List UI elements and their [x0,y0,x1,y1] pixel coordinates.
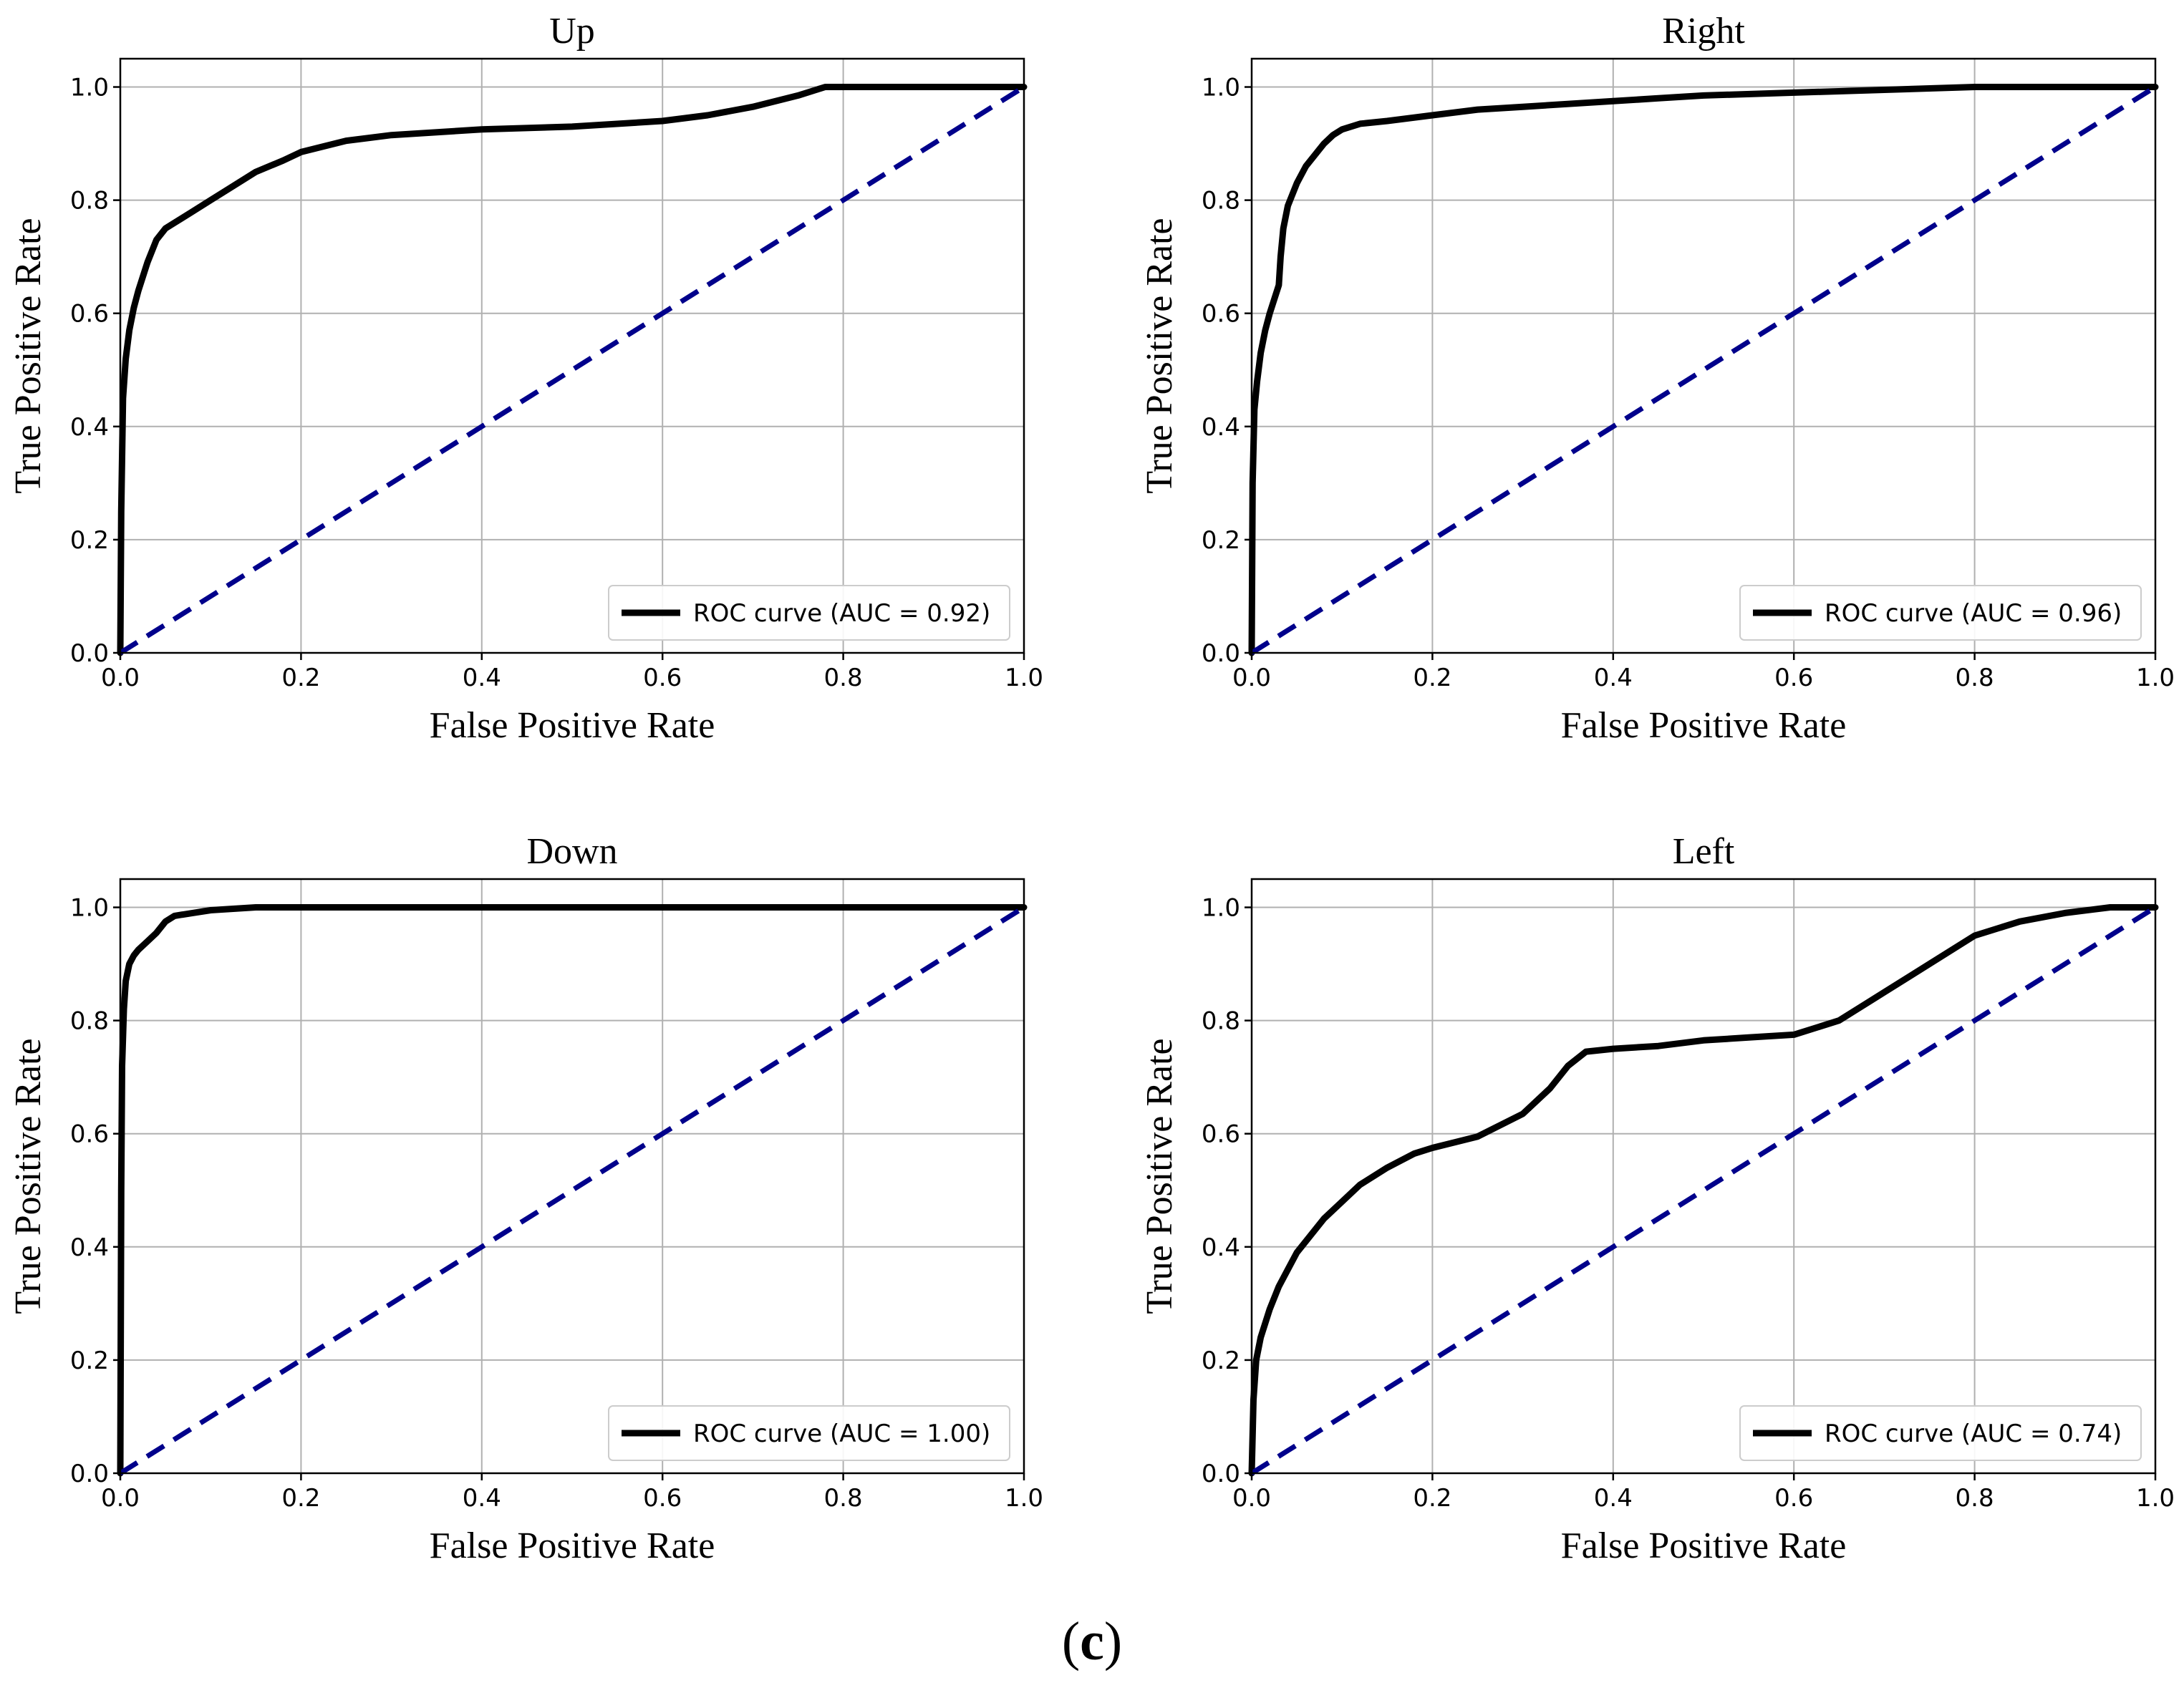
y-tick-label: 0.4 [1202,1233,1240,1262]
chart-title: Right [1662,11,1745,52]
roc-curve-line [117,84,1028,656]
y-tick-label: 0.0 [1202,1460,1240,1488]
chart-title: Left [1673,831,1735,872]
y-tick-label: 0.8 [1202,187,1240,215]
legend: ROC curve (AUC = 1.00) [608,1405,1010,1461]
chance-line [119,84,1025,655]
x-tick-label: 1.0 [1005,664,1043,692]
x-tick-label: 0.2 [1413,1484,1451,1513]
chart-panel-right: 0.0 0.2 0.4 0.6 0.8 1.0 0.0 0.2 0.4 0.6 0.8 1.0 Righ… [1139,11,2175,746]
chance-line [1250,84,2157,655]
axes-frame [119,57,1025,654]
caption-close-paren: ) [1103,1611,1123,1672]
chance-line [119,905,1025,1475]
roc-curve-line [1248,84,2159,656]
axes-frame [1250,878,2157,1475]
x-tick-label: 0.8 [824,664,863,692]
y-tick-label: 1.0 [1202,74,1240,102]
x-axis-label: False Positive Rate [430,1525,715,1566]
x-tick-label: 0.0 [1232,664,1271,692]
chart-panel-down: 0.0 0.2 0.4 0.6 0.8 1.0 0.0 0.2 0.4 0.6 0.8 1.0 Down… [8,831,1043,1566]
x-tick-label: 1.0 [2136,1484,2175,1513]
y-tick-label: 0.6 [1202,300,1240,329]
y-tick-label: 0.6 [70,300,109,329]
x-tick-label: 0.2 [281,664,320,692]
y-tick-label: 1.0 [70,74,109,102]
legend: ROC curve (AUC = 0.92) [608,585,1010,641]
y-tick-label: 0.8 [70,187,109,215]
y-tick-label: 0.0 [1202,639,1240,668]
y-tick-label: 0.6 [1202,1120,1240,1149]
y-tick-label: 0.2 [1202,526,1240,555]
y-tick-label: 0.4 [70,413,109,442]
x-tick-label: 0.4 [1594,1484,1633,1513]
y-tick-label: 0.4 [70,1233,109,1262]
axes-frame [1250,57,2157,654]
caption-letter: c [1080,1611,1104,1672]
x-tick-label: 0.0 [101,1484,140,1513]
x-axis-label: False Positive Rate [1561,705,1847,746]
x-tick-label: 1.0 [2136,664,2175,692]
y-axis-label: True Positive Rate [1139,218,1180,493]
legend-box [1739,585,2142,641]
x-tick-label: 0.6 [643,664,682,692]
chart-title: Down [526,831,617,872]
legend-label: ROC curve (AUC = 0.74) [1825,1420,2122,1448]
y-axis-label: True Positive Rate [1139,1038,1180,1314]
x-tick-label: 0.4 [463,664,501,692]
legend-box [608,585,1010,641]
x-tick-label: 0.2 [1413,664,1451,692]
y-axis-label: True Positive Rate [8,1038,49,1314]
x-tick-label: 1.0 [1005,1484,1043,1513]
chart-panel-left: 0.0 0.2 0.4 0.6 0.8 1.0 0.0 0.2 0.4 0.6 0.8 1.0 Left… [1139,831,2175,1566]
y-axis-label: True Positive Rate [8,218,49,493]
x-tick-label: 0.0 [1232,1484,1271,1513]
legend-box [608,1405,1010,1461]
x-axis-label: False Positive Rate [1561,1525,1847,1566]
y-tick-label: 1.0 [1202,894,1240,923]
chance-line [1250,905,2157,1475]
axes-frame [119,878,1025,1475]
x-tick-label: 0.6 [1774,664,1813,692]
y-tick-label: 0.2 [70,1347,109,1375]
legend: ROC curve (AUC = 0.96) [1739,585,2142,641]
roc-curve-line [117,904,1028,1477]
y-tick-label: 0.4 [1202,413,1240,442]
legend-label: ROC curve (AUC = 1.00) [693,1420,990,1448]
chart-panel-up: 0.0 0.2 0.4 0.6 0.8 1.0 0.0 0.2 0.4 0.6 0.8 1.0 Up Fa… [8,11,1043,746]
x-tick-label: 0.8 [1956,664,1994,692]
y-tick-label: 0.2 [1202,1347,1240,1375]
y-tick-label: 1.0 [70,894,109,923]
x-axis-label: False Positive Rate [430,705,715,746]
legend-label: ROC curve (AUC = 0.96) [1825,599,2122,628]
chart-title: Up [549,11,595,52]
y-tick-label: 0.0 [70,639,109,668]
x-tick-label: 0.6 [643,1484,682,1513]
y-tick-label: 0.8 [70,1007,109,1036]
roc-curve-line [1248,904,2159,1477]
x-tick-label: 0.8 [824,1484,863,1513]
x-tick-label: 0.6 [1774,1484,1813,1513]
legend-box [1739,1405,2142,1461]
y-tick-label: 0.8 [1202,1007,1240,1036]
y-tick-label: 0.2 [70,526,109,555]
x-tick-label: 0.4 [463,1484,501,1513]
x-tick-label: 0.0 [101,664,140,692]
figure-caption: (c) [0,1614,2184,1669]
x-tick-label: 0.8 [1956,1484,1994,1513]
y-tick-label: 0.0 [70,1460,109,1488]
x-tick-label: 0.4 [1594,664,1633,692]
caption-open-paren: ( [1061,1611,1081,1672]
y-tick-label: 0.6 [70,1120,109,1149]
x-tick-label: 0.2 [281,1484,320,1513]
legend-label: ROC curve (AUC = 0.92) [693,599,990,628]
legend: ROC curve (AUC = 0.74) [1739,1405,2142,1461]
